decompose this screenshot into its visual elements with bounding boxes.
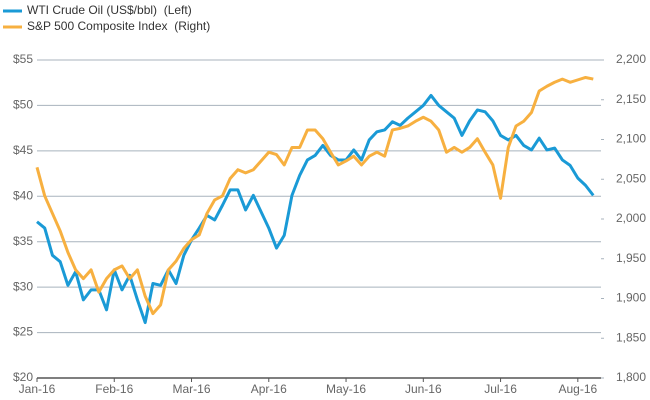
y-tick-label: $20 [13, 370, 33, 384]
y-tick-label: $25 [13, 325, 33, 339]
data-line [35, 75, 594, 316]
data-line [36, 93, 595, 325]
y-tick-label: $40 [13, 188, 33, 202]
x-tick-label: May-16 [326, 382, 366, 396]
x-tick-label: Apr-16 [251, 382, 287, 396]
y-tick-label: $30 [13, 279, 33, 293]
y2-tick-label: 2,200 [616, 52, 646, 66]
y2-tick-label: 1,850 [616, 330, 646, 344]
y2-tick-label: 2,050 [616, 171, 646, 185]
x-tick-label: Mar-16 [173, 382, 211, 396]
y-tick-label: $55 [13, 52, 33, 66]
y2-tick-label: 2,000 [616, 211, 646, 225]
y-tick-label: $35 [13, 234, 33, 248]
y2-tick-label: 1,800 [616, 370, 646, 384]
x-tick-label: Jun-16 [405, 382, 442, 396]
y-tick-label: $45 [13, 143, 33, 157]
x-tick-label: Aug-16 [558, 382, 597, 396]
x-tick-label: Jul-16 [484, 382, 517, 396]
legend-label: WTI Crude Oil (US$/bbl) (Left) [27, 3, 192, 17]
x-tick-label: Feb-16 [95, 382, 133, 396]
y-tick-label: $50 [13, 98, 33, 112]
y2-tick-label: 2,150 [616, 92, 646, 106]
legend-label: S&P 500 Composite Index (Right) [27, 19, 210, 33]
x-tick-label: Jan-16 [19, 382, 56, 396]
y2-tick-label: 2,100 [616, 132, 646, 146]
y2-tick-label: 1,900 [616, 291, 646, 305]
y2-tick-label: 1,950 [616, 251, 646, 265]
